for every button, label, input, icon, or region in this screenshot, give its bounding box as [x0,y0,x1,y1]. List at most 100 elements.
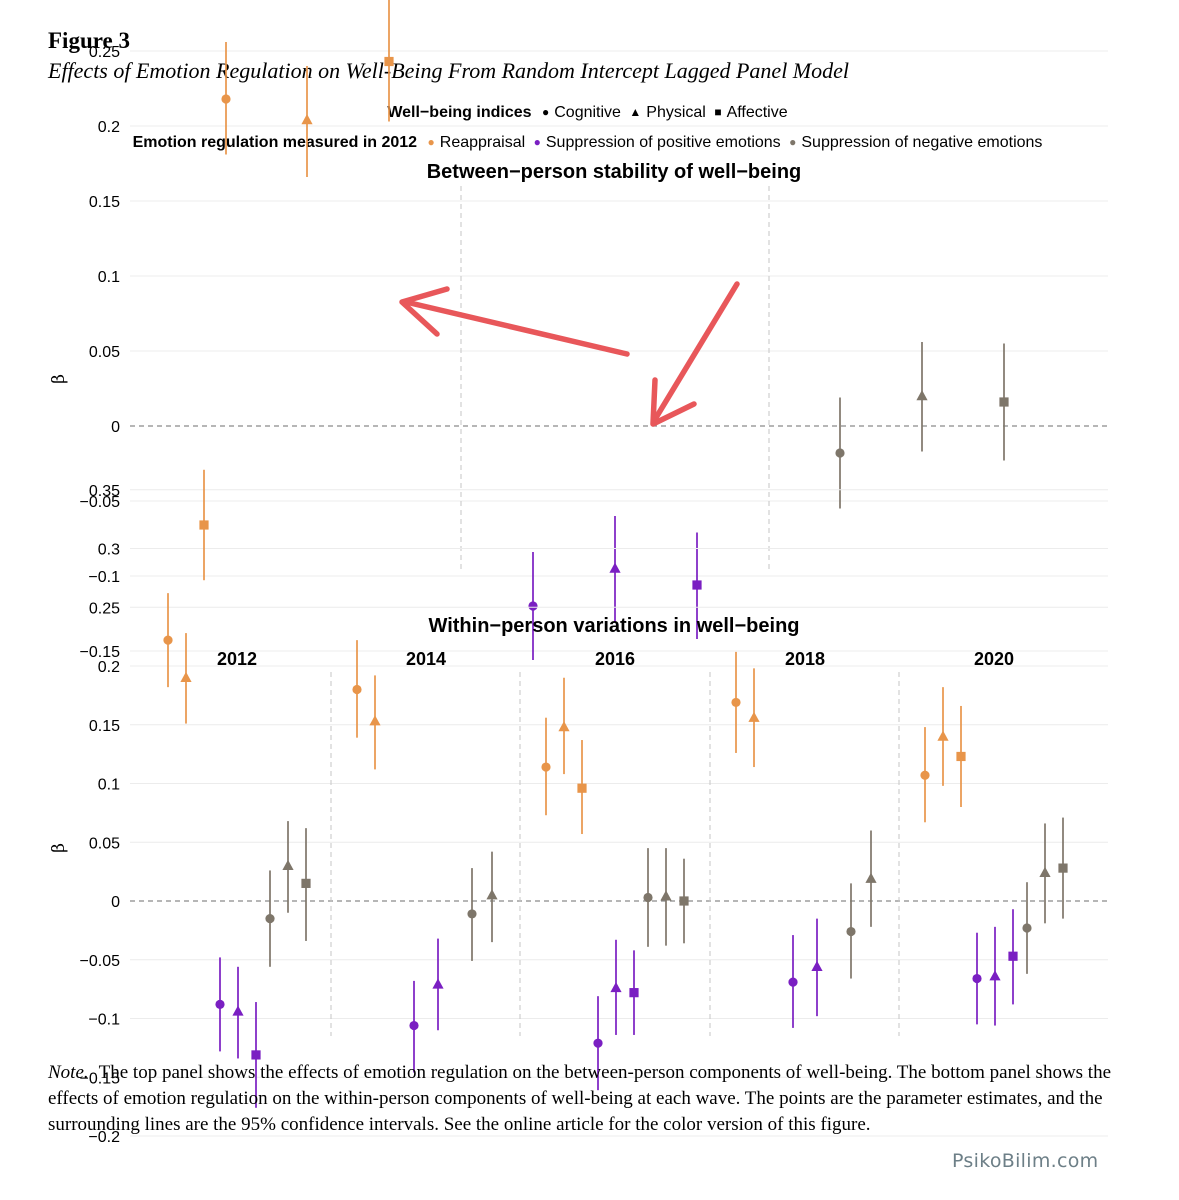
legend-square-icon: ■ [714,105,722,119]
facet-2018-2-point-physical [865,872,877,883]
legend-suppression-negative-dot-icon: ● [789,135,797,149]
facet-2020-2-point-physical [1039,866,1051,877]
top-panel-ytick-label: −0.15 [80,644,121,661]
note-text: The top panel shows the effects of emoti… [48,1062,1112,1135]
annotation-arrow-right-shaft [651,281,740,424]
annotation-arrow-left-head [399,286,450,337]
annotation-arrow-left-shaft [403,299,630,357]
legend-item-suppression-positive: Suppression of positive emotions [545,134,781,151]
facet-2014-1-point-physical [432,978,444,989]
facet-2016-0-point-physical [558,721,570,732]
top-1-point-affective [692,580,702,590]
facet-2012-0-point-affective [199,520,209,530]
facet-2012-1-point-affective [251,1050,261,1060]
facet-2020-0-point-cognitive [920,770,930,780]
figure-caption: Effects of Emotion Regulation on Well-Be… [48,58,850,83]
bottom-panel-ylabel: β [49,843,69,853]
top-panel-ytick-label: −0.05 [80,494,121,511]
facet-2014-2-point-physical [486,889,498,900]
legend-item-physical: Physical [646,104,706,121]
top-2-point-affective [999,397,1009,407]
top-panel-ytick-label: −0.1 [88,569,120,586]
bottom-panel-ytick-label: −0.1 [88,1012,120,1029]
top-panel-ytick-label: 0.05 [89,344,120,361]
top-panel-ytick-label: 0.2 [98,119,120,136]
legend-item-suppression-negative: Suppression of negative emotions [801,134,1043,151]
top-panel-title: Between−person stability of well−being [427,161,802,183]
top-panel-ytick-label: 0.15 [89,194,120,211]
facet-2016-1-point-affective [629,988,639,998]
facet-2016-2-point-affective [679,896,689,906]
facet-2020-0-point-physical [937,730,949,741]
facet-2012-0-point-physical [180,671,192,682]
legend-item-affective: Affective [726,104,788,121]
facet-2012-2-point-physical [282,859,294,870]
facet-2016-1-point-cognitive [593,1038,603,1048]
facet-label-2012: 2012 [217,649,257,669]
bottom-panel-ytick-label: −0.2 [88,1129,120,1146]
facet-2012-2-point-affective [301,878,311,888]
facet-2014-0-point-cognitive [352,684,362,695]
facet-label-2016: 2016 [595,649,635,669]
facet-label-2014: 2014 [406,649,446,669]
legend-wellbeing-indices: Well−being indices ● Cognitive ▲ Physical … [0,104,1179,122]
top-1-point-physical [609,562,621,573]
bottom-panel-ytick-label: −0.15 [80,1070,121,1087]
legend-emotion-regulation: Emotion regulation measured in 2012 ● Rea… [0,134,1179,152]
legend-suppression-positive-dot-icon: ● [533,135,541,149]
facet-2012-1-point-physical [232,1005,244,1016]
top-panel-ytick-label: 0 [111,419,120,436]
facet-2018-2-point-cognitive [846,926,856,937]
facet-2020-2-point-cognitive [1022,923,1032,933]
facet-2012-2-point-cognitive [265,914,275,924]
facet-2016-2-point-physical [660,890,672,901]
bottom-panel-ytick-label: 0.3 [98,542,120,559]
bottom-panel-ytick-label: 0.15 [89,718,120,735]
facet-2020-1-point-physical [989,970,1001,981]
facet-2020-2-point-affective [1058,863,1068,873]
top-panel-ylabel: β [49,374,69,384]
legend-er-title: Emotion regulation measured in 2012 [132,134,418,151]
bottom-panel-title: Within−person variations in well−being [429,615,800,637]
top-1-point-cognitive [528,601,538,611]
facet-2014-0-point-physical [369,715,381,726]
bottom-panel-ytick-label: 0.05 [89,835,120,852]
legend-circle-icon: ● [541,105,550,119]
figure-note: Note. The top panel shows the effects of … [48,1060,1112,1138]
facet-2020-0-point-affective [956,751,966,762]
top-0-point-physical [301,114,313,125]
bottom-panel-ytick-label: 0.35 [89,483,120,500]
facet-2018-1-point-cognitive [788,977,798,987]
top-2-point-physical [916,390,928,401]
facet-2014-1-point-cognitive [409,1020,419,1031]
facet-2016-0-point-cognitive [541,762,551,772]
figure-label: Figure 3 [48,28,130,53]
facet-2020-1-point-affective [1008,951,1018,961]
note-lead: Note. [48,1062,89,1083]
bottom-panel-ytick-label: 0 [111,894,120,911]
facet-2012-1-point-cognitive [215,999,225,1010]
bottom-panel-ytick-label: −0.05 [80,953,121,970]
legend-triangle-icon: ▲ [629,105,642,119]
legend-item-reappraisal: Reappraisal [439,134,526,151]
bottom-panel-ytick-label: 0.25 [89,600,120,617]
bottom-panel-ytick-label: 0.1 [98,777,120,794]
legend-item-cognitive: Cognitive [554,104,621,121]
facet-label-2018: 2018 [785,649,825,669]
top-0-point-cognitive [221,94,231,104]
top-panel-ytick-label: 0.25 [89,44,120,61]
top-2-point-cognitive [835,448,845,458]
bottom-panel-ytick-label: 0.2 [98,659,120,676]
facet-2018-1-point-physical [811,960,823,971]
facet-2018-0-point-physical [748,711,760,722]
facet-2016-0-point-affective [577,783,587,793]
facet-2016-2-point-cognitive [643,892,653,903]
annotation-arrow-right-head [650,377,697,427]
top-0-point-affective [384,56,394,67]
facet-2016-1-point-physical [610,981,622,993]
facet-2020-1-point-cognitive [972,973,982,984]
legend-reappraisal-dot-icon: ● [427,135,435,149]
top-panel-ytick-label: 0.1 [98,269,120,286]
facet-label-2020: 2020 [974,649,1014,669]
